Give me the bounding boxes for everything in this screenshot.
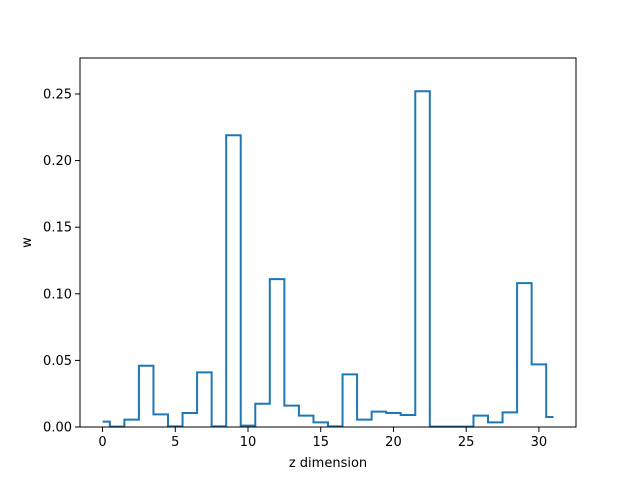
y-tick-label: 0.10	[43, 287, 72, 302]
x-tick-label: 10	[240, 435, 257, 450]
y-axis-label: w	[20, 237, 35, 248]
x-tick-label: 15	[312, 435, 329, 450]
x-tick-label: 30	[531, 435, 548, 450]
x-tick-label: 20	[385, 435, 402, 450]
y-tick-label: 0.25	[43, 87, 72, 102]
series-layer	[102, 90, 554, 428]
y-axis: 0.00 0.05 0.10 0.15 0.20 0.25	[43, 87, 80, 436]
x-tick-label: 0	[98, 435, 106, 450]
series-line	[102, 90, 554, 428]
plot-area	[80, 58, 576, 427]
y-tick-label: 0.15	[43, 221, 72, 236]
x-tick-label: 25	[458, 435, 475, 450]
y-tick-label: 0.20	[43, 154, 72, 169]
x-axis-label: z dimension	[289, 456, 367, 471]
y-tick-label: 0.05	[43, 354, 72, 369]
x-axis: 0 5 10 15 20 25 30	[98, 427, 547, 450]
y-tick-label: 0.00	[43, 421, 72, 436]
plot-frame	[79, 57, 577, 428]
x-tick-label: 5	[171, 435, 179, 450]
